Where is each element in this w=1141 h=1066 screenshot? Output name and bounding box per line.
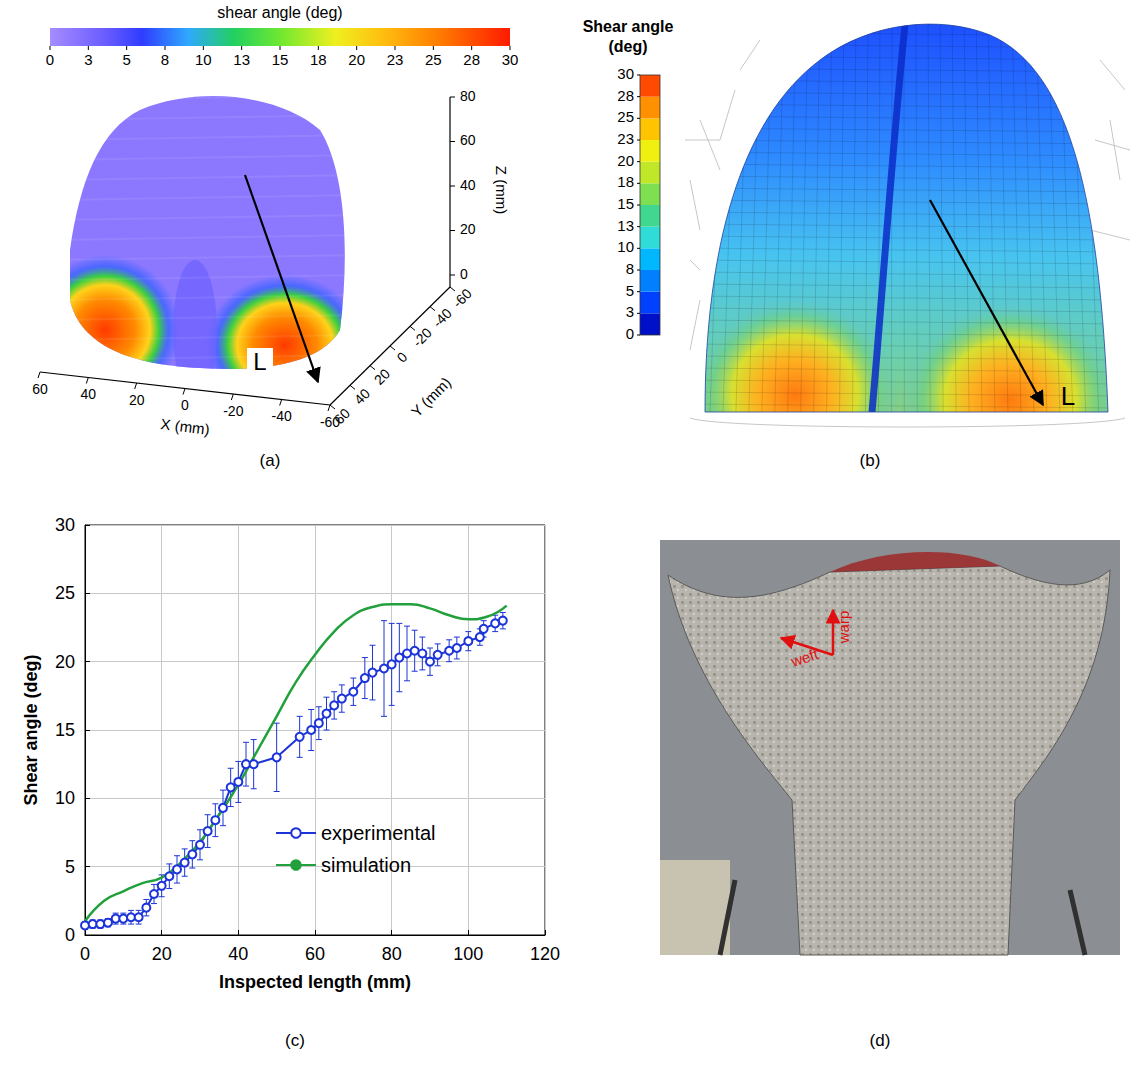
svg-text:8: 8 [161, 51, 169, 68]
svg-text:Inspected length (mm): Inspected length (mm) [219, 972, 411, 992]
svg-text:40: 40 [81, 386, 97, 402]
svg-text:Y (mm): Y (mm) [408, 374, 455, 421]
svg-text:0: 0 [65, 925, 75, 945]
svg-text:25: 25 [617, 108, 634, 125]
svg-text:5: 5 [65, 857, 75, 877]
svg-text:-40: -40 [429, 305, 455, 331]
svg-text:warp: warp [835, 611, 852, 645]
svg-text:-60: -60 [449, 285, 475, 311]
svg-text:20: 20 [371, 365, 393, 387]
svg-text:18: 18 [617, 173, 634, 190]
svg-text:3: 3 [626, 303, 634, 320]
svg-text:60: 60 [32, 381, 48, 397]
svg-text:shear angle (deg): shear angle (deg) [217, 4, 342, 21]
svg-text:0: 0 [394, 349, 411, 366]
svg-text:Z (mm): Z (mm) [493, 166, 510, 214]
svg-text:28: 28 [463, 51, 480, 68]
svg-text:0: 0 [626, 325, 634, 342]
svg-text:30: 30 [502, 51, 519, 68]
svg-text:3: 3 [84, 51, 92, 68]
svg-text:L: L [253, 348, 266, 375]
svg-text:X (mm): X (mm) [160, 415, 211, 438]
svg-text:23: 23 [387, 51, 404, 68]
svg-text:28: 28 [617, 87, 634, 104]
svg-text:experimental: experimental [321, 822, 436, 844]
svg-text:15: 15 [55, 720, 75, 740]
svg-text:5: 5 [626, 282, 634, 299]
svg-text:(deg): (deg) [608, 38, 647, 55]
svg-text:5: 5 [122, 51, 130, 68]
svg-text:20: 20 [152, 944, 172, 964]
svg-text:0: 0 [181, 397, 189, 413]
svg-text:0: 0 [46, 51, 54, 68]
svg-text:30: 30 [55, 515, 75, 535]
svg-text:100: 100 [453, 944, 483, 964]
svg-text:18: 18 [310, 51, 327, 68]
svg-text:Shear angle: Shear angle [583, 18, 674, 35]
svg-text:30: 30 [617, 65, 634, 82]
svg-text:13: 13 [233, 51, 250, 68]
svg-text:15: 15 [272, 51, 289, 68]
svg-text:0: 0 [460, 266, 468, 282]
svg-text:60: 60 [305, 944, 325, 964]
svg-text:23: 23 [617, 130, 634, 147]
svg-text:20: 20 [55, 652, 75, 672]
svg-text:80: 80 [460, 88, 476, 104]
svg-text:80: 80 [382, 944, 402, 964]
svg-text:-20: -20 [223, 403, 243, 419]
svg-text:8: 8 [626, 260, 634, 277]
svg-text:20: 20 [460, 221, 476, 237]
svg-text:20: 20 [348, 51, 365, 68]
svg-text:60: 60 [331, 405, 353, 427]
svg-text:120: 120 [530, 944, 560, 964]
svg-text:-60: -60 [319, 413, 341, 430]
svg-text:(a): (a) [260, 451, 281, 470]
svg-text:25: 25 [425, 51, 442, 68]
svg-text:40: 40 [351, 385, 373, 407]
svg-text:25: 25 [55, 583, 75, 603]
svg-text:-20: -20 [409, 324, 435, 350]
svg-text:15: 15 [617, 195, 634, 212]
svg-text:20: 20 [617, 152, 634, 169]
svg-text:60: 60 [460, 132, 476, 148]
svg-text:(b): (b) [860, 451, 881, 470]
svg-text:40: 40 [228, 944, 248, 964]
svg-text:(c): (c) [285, 1031, 305, 1050]
svg-text:20: 20 [129, 392, 145, 408]
svg-text:10: 10 [195, 51, 212, 68]
svg-text:L: L [1061, 381, 1075, 411]
svg-text:10: 10 [55, 788, 75, 808]
svg-text:10: 10 [617, 238, 634, 255]
svg-text:-40: -40 [272, 408, 292, 424]
svg-text:13: 13 [617, 217, 634, 234]
svg-text:40: 40 [460, 177, 476, 193]
svg-text:simulation: simulation [321, 854, 411, 876]
svg-text:weft: weft [788, 645, 821, 670]
svg-text:0: 0 [80, 944, 90, 964]
svg-text:(d): (d) [870, 1031, 891, 1050]
svg-text:Shear angle (deg): Shear angle (deg) [21, 654, 41, 805]
